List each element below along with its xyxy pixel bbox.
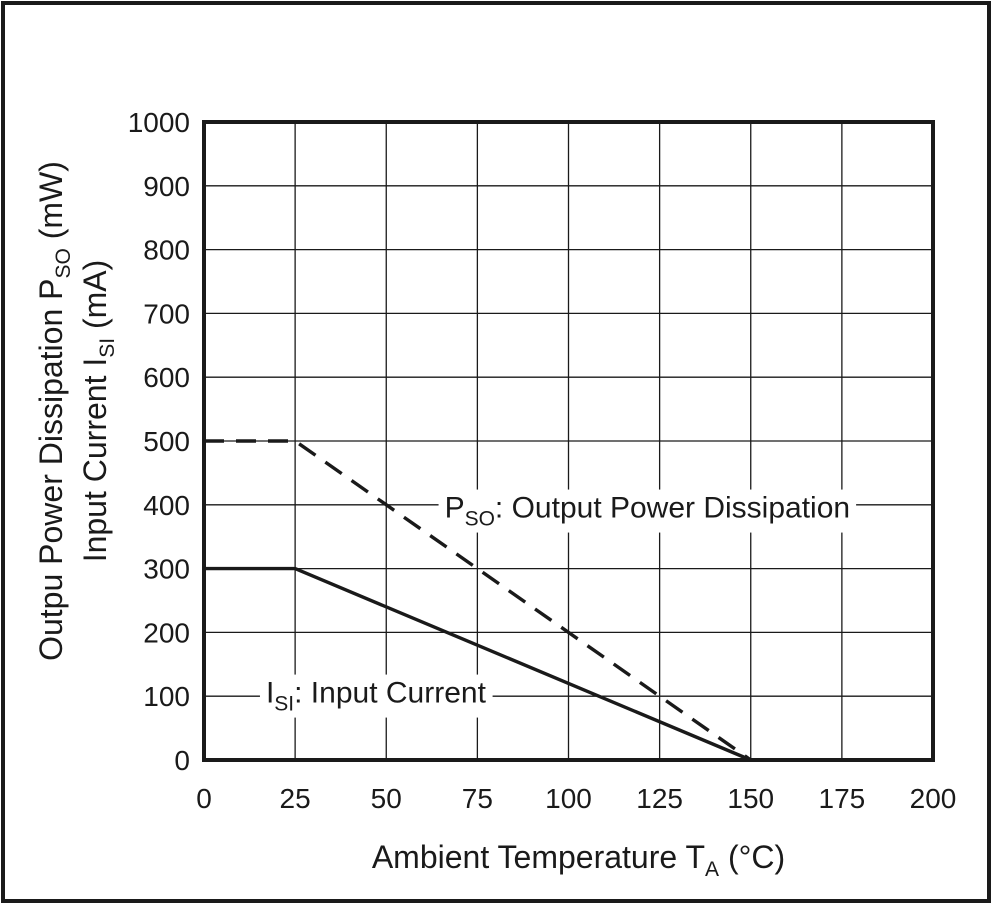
y-tick-label-200: 200 [143, 617, 190, 648]
tick-labels: 0 25 50 75 100 125 150 175 200 0 100 200 300 400 500 60… [128, 107, 957, 814]
x-tick-label-0: 0 [196, 783, 212, 814]
y-tick-label-400: 400 [143, 490, 190, 521]
annotation-background [438, 489, 857, 533]
annotations: PSO: Output Power Dissipation ISI: Input … [259, 489, 857, 718]
y-axis-title-current: Input Current ISI (mA) [77, 260, 119, 563]
x-tick-label-175: 175 [819, 783, 866, 814]
annotation-output-power-dissipation: PSO: Output Power Dissipation [438, 489, 857, 533]
y-tick-label-300: 300 [143, 554, 190, 585]
x-tick-label-150: 150 [727, 783, 774, 814]
y-axis-title-line1-group: Outpu Power Dissipation PSO (mW) [33, 161, 75, 661]
x-tick-label-125: 125 [636, 783, 683, 814]
series-layer [204, 439, 752, 762]
y-tick-label-900: 900 [143, 171, 190, 202]
plot-frame [202, 120, 935, 762]
series-line-input-current [204, 566, 752, 762]
y-tick-label-1000: 1000 [128, 107, 190, 138]
y-tick-label-100: 100 [143, 681, 190, 712]
x-tick-label-75: 75 [462, 783, 493, 814]
y-tick-label-500: 500 [143, 426, 190, 457]
x-axis-title: Ambient Temperature TA (°C) [372, 839, 785, 881]
y-tick-label-0: 0 [174, 745, 190, 776]
annotation-label-output-power-dissipation: PSO: Output Power Dissipation [445, 492, 851, 531]
series-line-output-power-dissipation [204, 439, 752, 762]
x-tick-label-100: 100 [545, 783, 592, 814]
y-axis-title-line2-group: Input Current ISI (mA) [77, 260, 119, 563]
y-tick-label-600: 600 [143, 362, 190, 393]
annotation-label-input-current: ISI: Input Current [266, 677, 487, 716]
y-axis-title-power: Outpu Power Dissipation PSO (mW) [33, 161, 75, 661]
y-tick-label-800: 800 [143, 235, 190, 266]
annotation-background [259, 674, 493, 718]
x-tick-label-25: 25 [280, 783, 311, 814]
annotation-input-current: ISI: Input Current [259, 674, 493, 718]
x-tick-label-200: 200 [910, 783, 957, 814]
x-tick-label-50: 50 [371, 783, 402, 814]
axis-titles: Ambient Temperature TA (°C) Outpu Power D… [33, 161, 785, 881]
y-tick-label-700: 700 [143, 298, 190, 329]
